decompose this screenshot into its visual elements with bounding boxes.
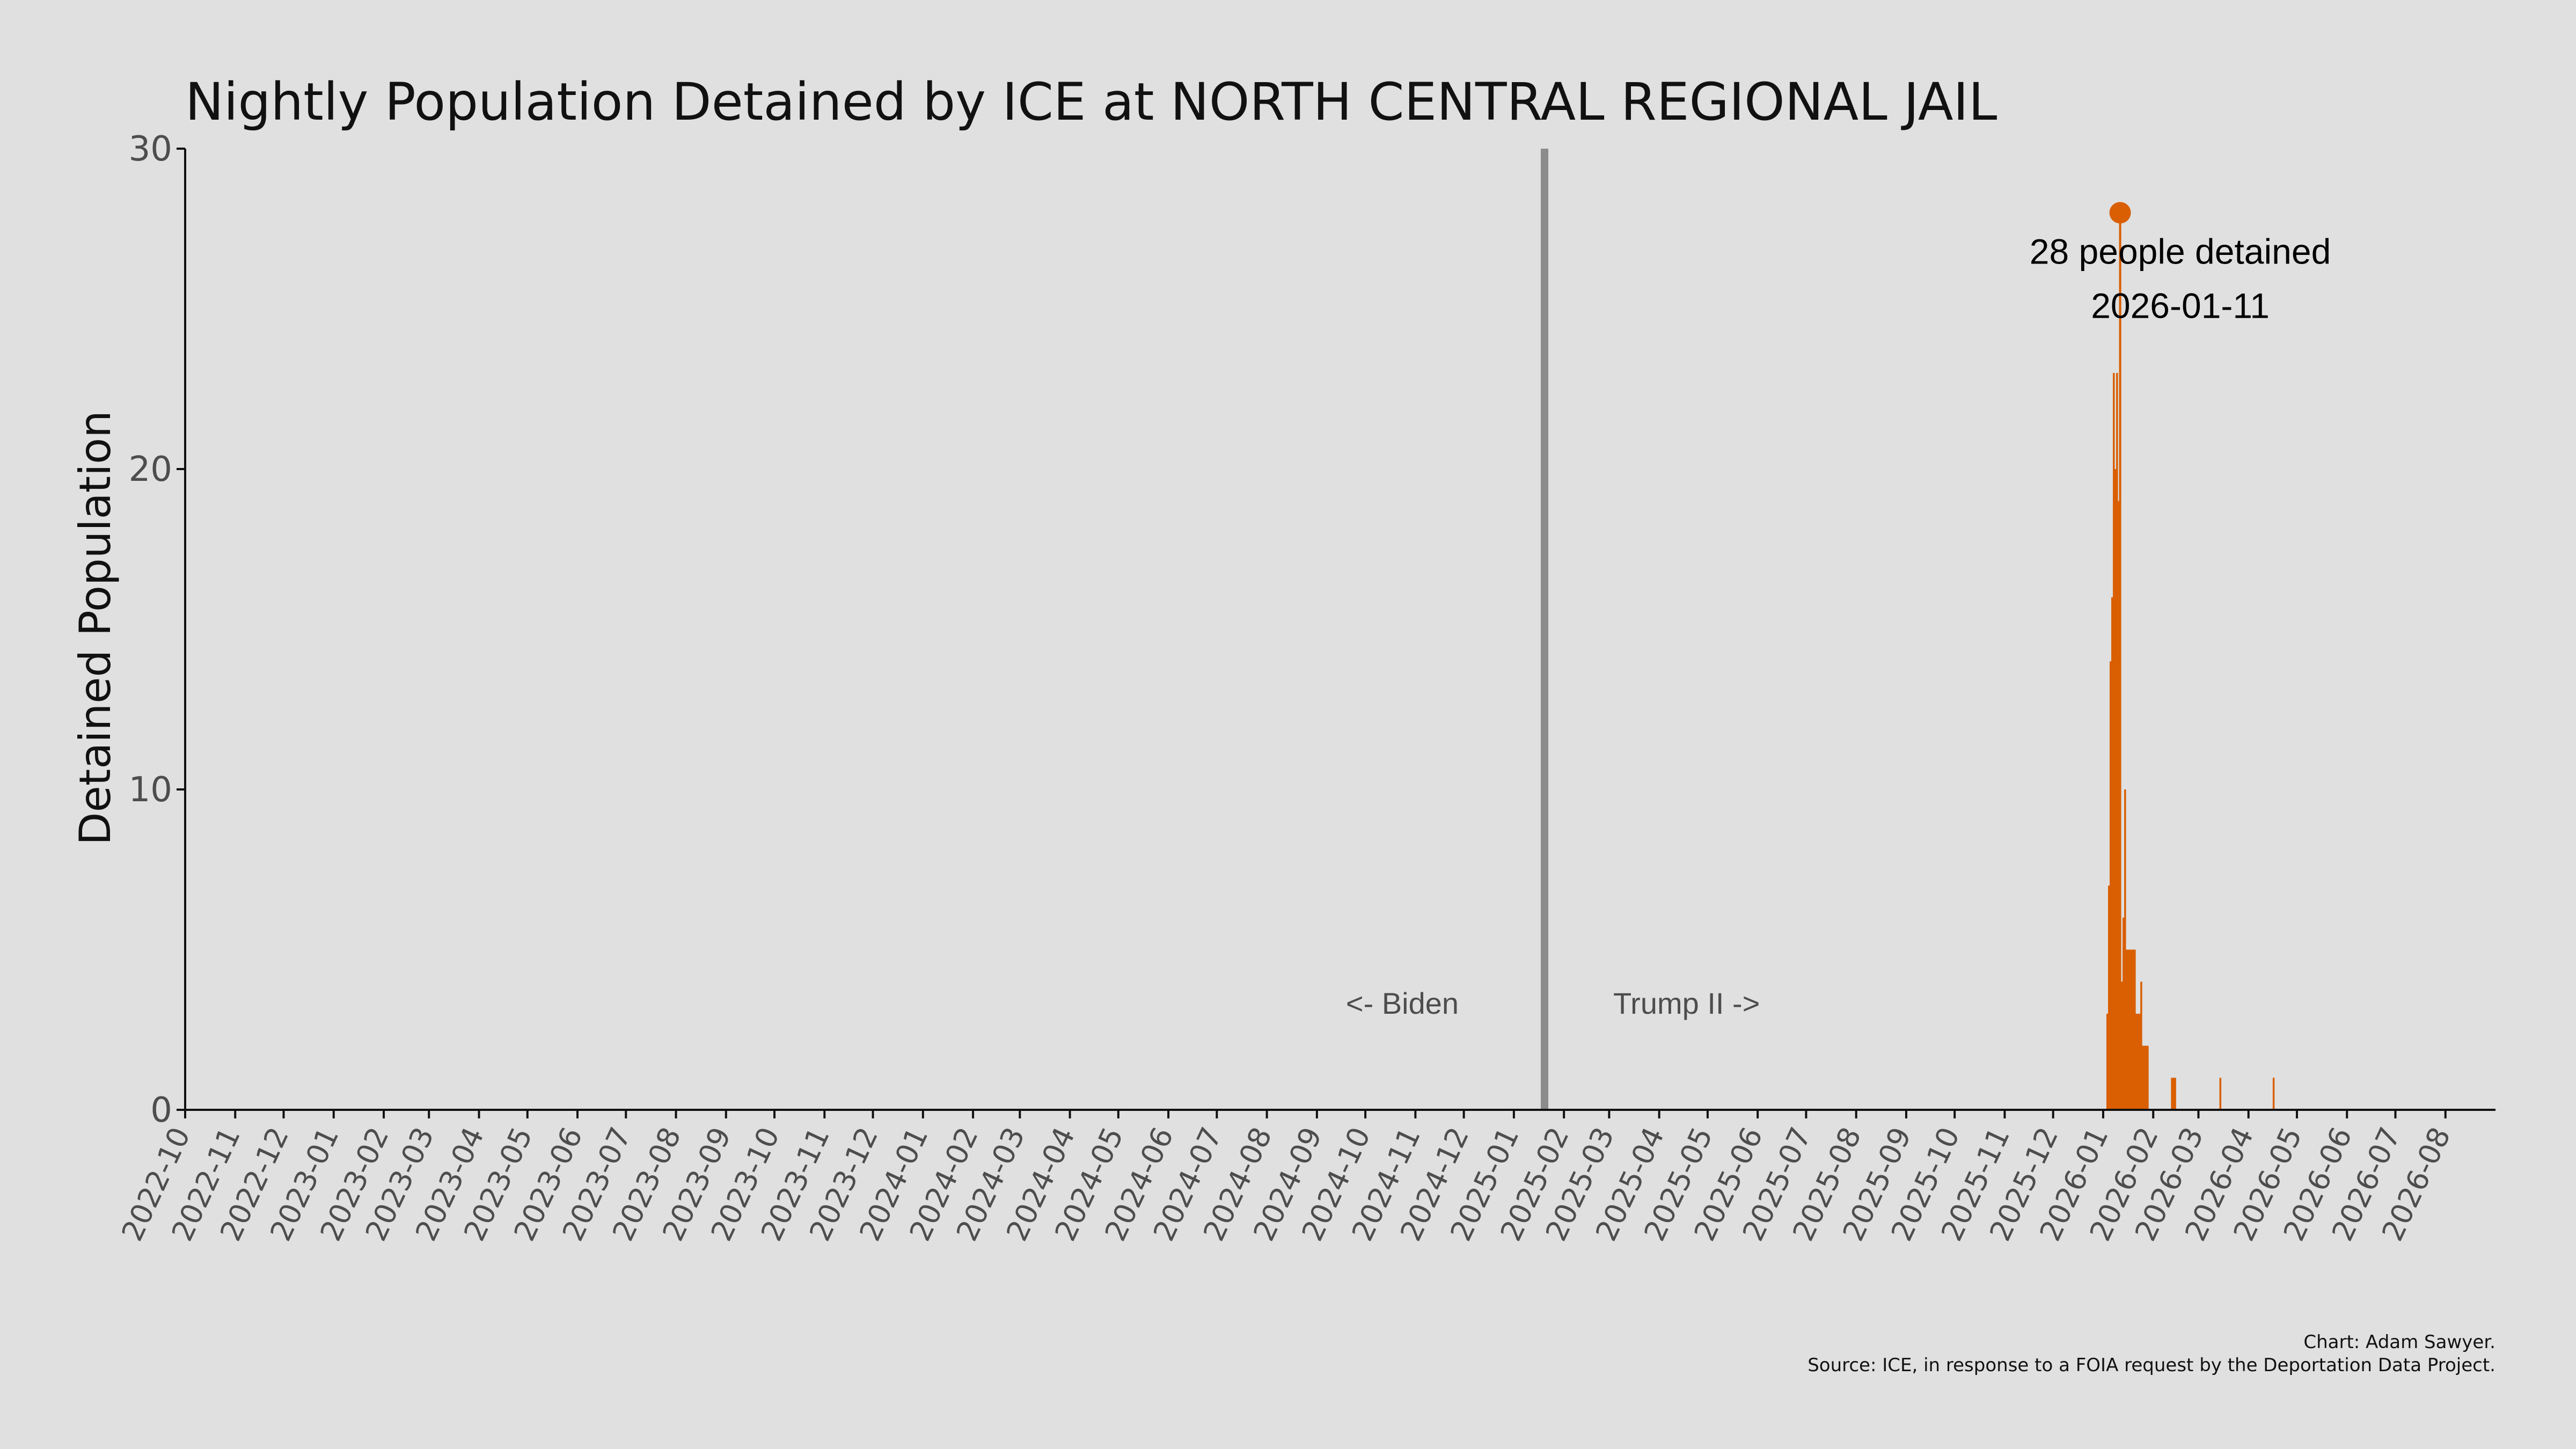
bar [2124, 789, 2126, 1110]
y-tick-label: 30 [129, 129, 172, 169]
bar [2147, 1045, 2149, 1110]
bar [2143, 1045, 2146, 1110]
bar [2129, 949, 2131, 1110]
peak-annotation-count: 28 people detained [2030, 231, 2331, 271]
bar [2134, 949, 2136, 1110]
bar [2123, 917, 2125, 1110]
bar [2131, 949, 2133, 1110]
y-axis-ticks: 0 10 20 30 [129, 129, 185, 1130]
x-axis-ticks: 2022-102022-112022-122023-012023-022023-… [115, 1110, 2457, 1246]
peak-marker [2109, 202, 2131, 224]
y-axis-label: Detained Population [70, 411, 120, 845]
y-tick-label: 10 [129, 770, 172, 810]
chart-credit: Chart: Adam Sawyer. [2303, 1331, 2496, 1353]
bar [2113, 372, 2115, 1110]
y-tick-label: 20 [129, 450, 172, 489]
bar [2140, 982, 2142, 1110]
y-tick-label: 0 [150, 1091, 172, 1130]
bar [2172, 1078, 2175, 1110]
bar [2116, 372, 2118, 1110]
bar [2107, 885, 2110, 1110]
bar [2114, 469, 2117, 1110]
bar [2118, 501, 2120, 1110]
peak-annotation-date: 2026-01-11 [2091, 286, 2270, 325]
bar [2272, 1078, 2275, 1110]
bar [2174, 1078, 2176, 1110]
bar [2171, 1078, 2173, 1110]
trump-era-label: Trump II -> [1613, 986, 1760, 1020]
bar [2111, 597, 2113, 1110]
bar [2132, 949, 2134, 1110]
biden-era-label: <- Biden [1346, 986, 1459, 1020]
bar [2219, 1078, 2222, 1110]
bars [2106, 213, 2275, 1110]
bar [2109, 661, 2112, 1110]
bar [2121, 982, 2123, 1110]
bar [2135, 1013, 2138, 1110]
bar [2145, 1045, 2147, 1110]
bar [2142, 1045, 2144, 1110]
chart-source: Source: ICE, in response to a FOIA reque… [1807, 1355, 2496, 1376]
bar [2127, 949, 2129, 1110]
bar [2126, 949, 2128, 1110]
bar [2137, 1013, 2139, 1110]
bar [2139, 1013, 2141, 1110]
chart-title: Nightly Population Detained by ICE at NO… [185, 72, 1997, 132]
bar [2106, 1013, 2109, 1110]
